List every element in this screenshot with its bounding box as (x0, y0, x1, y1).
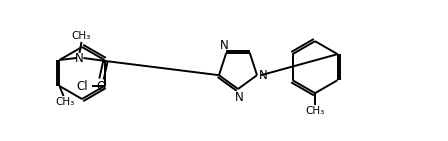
Text: CH₃: CH₃ (56, 97, 75, 107)
Text: O: O (97, 80, 106, 92)
Text: N: N (220, 39, 228, 52)
Text: CH₃: CH₃ (72, 31, 91, 41)
Text: Cl: Cl (76, 80, 87, 92)
Text: N: N (259, 69, 268, 82)
Text: N: N (235, 91, 243, 104)
Text: CH₃: CH₃ (306, 106, 325, 116)
Text: N: N (75, 51, 84, 64)
